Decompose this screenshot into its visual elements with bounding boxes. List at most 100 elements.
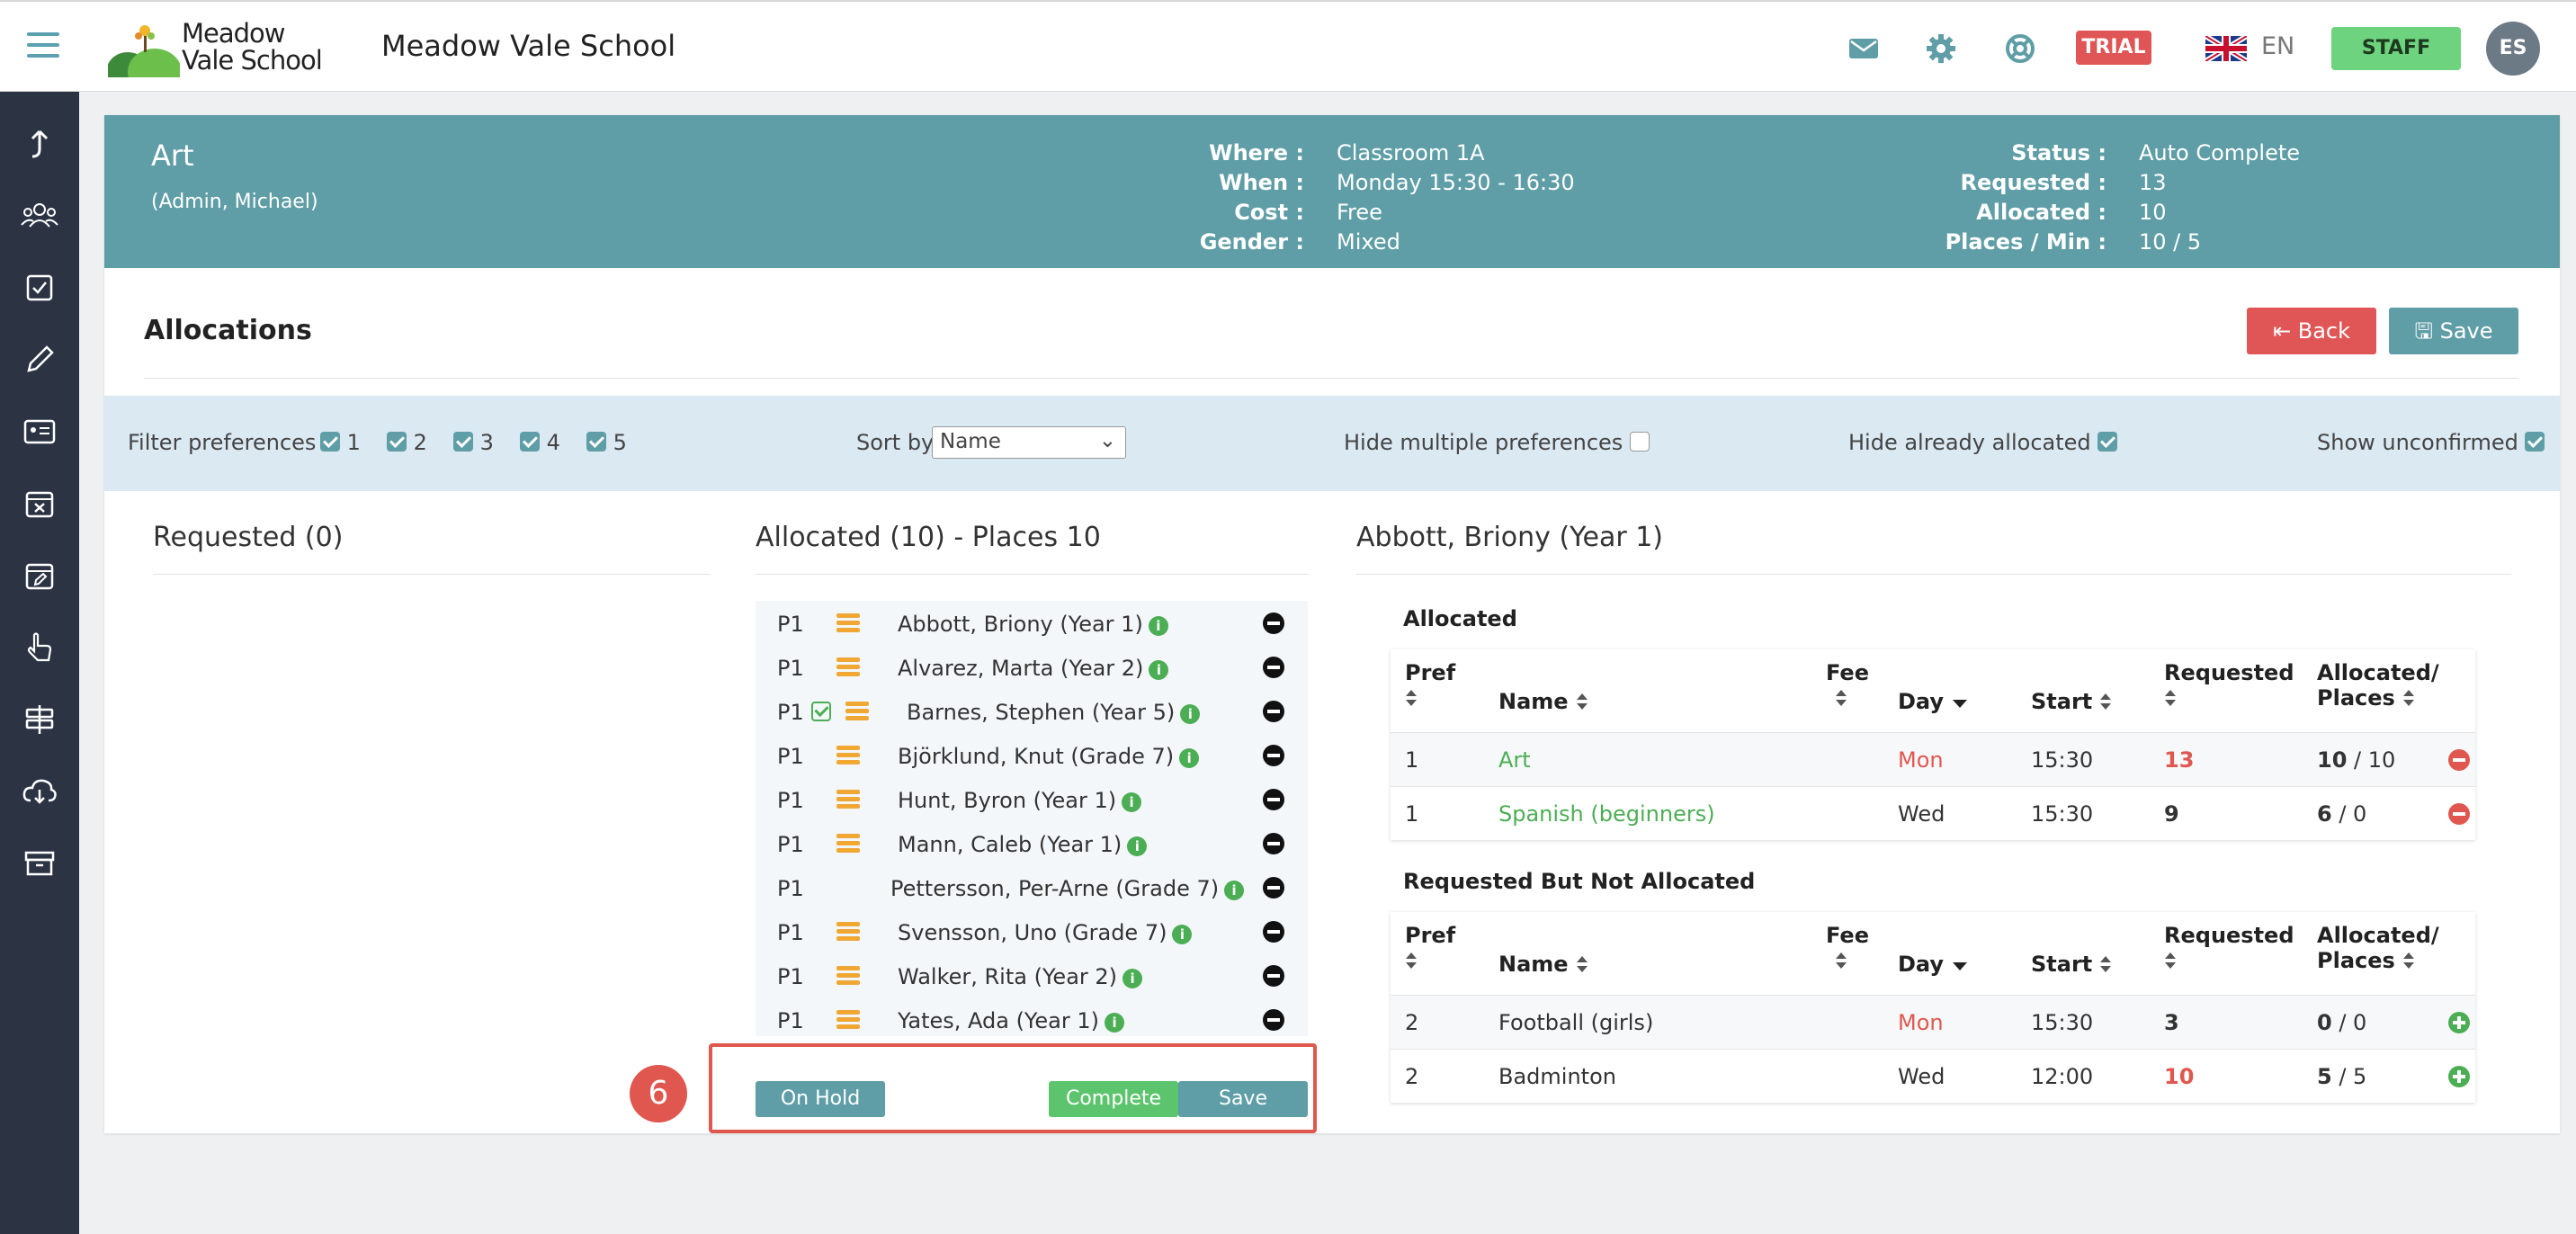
remove-icon[interactable] xyxy=(1263,657,1284,678)
filter-pref-2[interactable]: 2 xyxy=(387,430,427,455)
avatar[interactable]: ES xyxy=(2486,22,2540,76)
sort-down-icon[interactable] xyxy=(1953,961,1968,970)
col-requested[interactable]: Requested xyxy=(2164,923,2294,973)
stack-icon[interactable] xyxy=(836,834,860,854)
info-icon[interactable]: i xyxy=(1149,660,1169,680)
filter-pref-1[interactable]: 1 xyxy=(320,430,361,455)
cell-name-link[interactable]: Spanish (beginners) xyxy=(1498,801,1715,827)
on-hold-button[interactable]: On Hold xyxy=(756,1081,885,1117)
complete-button[interactable]: Complete xyxy=(1049,1081,1178,1117)
stack-icon[interactable] xyxy=(836,966,860,986)
info-icon[interactable]: i xyxy=(1172,925,1193,944)
col-start[interactable]: Start xyxy=(2031,952,2112,977)
checkbox-unchecked-icon[interactable] xyxy=(1629,432,1650,452)
sidebar-calendar-edit-icon[interactable] xyxy=(20,556,59,595)
sort-icon[interactable] xyxy=(1405,690,1418,708)
checkbox-checked-icon[interactable] xyxy=(453,432,473,452)
remove-circle-icon[interactable] xyxy=(2448,749,2470,771)
col-day[interactable]: Day xyxy=(1898,952,1968,977)
table-row[interactable]: 1 Art Mon 15:30 13 10 / 10 xyxy=(1391,732,2475,786)
col-name[interactable]: Name xyxy=(1498,952,1588,977)
remove-icon[interactable] xyxy=(1263,877,1284,899)
col-fee[interactable]: Fee xyxy=(1826,923,1869,973)
sidebar-signpost-icon[interactable] xyxy=(20,700,59,739)
show-unconfirmed[interactable]: Show unconfirmed xyxy=(2317,430,2545,455)
checkbox-checked-icon[interactable] xyxy=(2097,432,2118,452)
sort-icon[interactable] xyxy=(1576,693,1588,711)
list-item[interactable]: P1 Hunt, Byron (Year 1) i xyxy=(756,777,1308,821)
save-top-button[interactable]: 🖫 Save xyxy=(2389,308,2518,354)
stack-icon[interactable] xyxy=(845,702,869,721)
info-icon[interactable]: i xyxy=(1224,881,1245,900)
sidebar-calendar-cancel-icon[interactable] xyxy=(20,484,59,523)
list-item[interactable]: P1 Abbott, Briony (Year 1) i xyxy=(756,601,1308,645)
sort-icon[interactable] xyxy=(1405,952,1418,970)
sort-icon[interactable] xyxy=(2099,956,2112,974)
filter-pref-4[interactable]: 4 xyxy=(520,430,560,455)
sort-icon[interactable] xyxy=(2402,952,2415,970)
school-logo[interactable]: Meadow Vale School xyxy=(106,18,324,95)
col-start[interactable]: Start xyxy=(2031,689,2112,714)
add-circle-icon[interactable] xyxy=(2448,1066,2470,1087)
remove-icon[interactable] xyxy=(1263,701,1284,722)
info-icon[interactable]: i xyxy=(1180,704,1201,724)
menu-icon[interactable] xyxy=(27,32,59,58)
stack-icon[interactable] xyxy=(836,922,860,942)
mail-icon[interactable] xyxy=(1847,32,1880,65)
sort-icon[interactable] xyxy=(1835,690,1847,708)
sidebar-hand-pointer-icon[interactable] xyxy=(20,628,59,667)
col-requested[interactable]: Requested xyxy=(2164,660,2294,711)
remove-icon[interactable] xyxy=(1263,833,1284,854)
info-icon[interactable]: i xyxy=(1148,616,1168,636)
list-item[interactable]: P1 Yates, Ada (Year 1) i xyxy=(756,997,1308,1042)
hide-multiple-preferences[interactable]: Hide multiple preferences xyxy=(1344,430,1650,455)
stack-icon[interactable] xyxy=(836,613,860,633)
filter-pref-5[interactable]: 5 xyxy=(586,430,627,455)
trial-badge[interactable]: TRIAL xyxy=(2076,31,2151,65)
sidebar-share-icon[interactable] xyxy=(20,124,59,164)
remove-icon[interactable] xyxy=(1263,921,1284,943)
stack-icon[interactable] xyxy=(836,746,860,765)
stack-icon[interactable] xyxy=(836,790,860,809)
col-pref[interactable]: Pref xyxy=(1405,660,1455,711)
checkbox-checked-icon[interactable] xyxy=(2525,432,2545,452)
col-allocated-places[interactable]: Allocated/Places xyxy=(2317,660,2439,711)
sidebar-checklist-icon[interactable] xyxy=(20,268,59,308)
list-item[interactable]: P1 Alvarez, Marta (Year 2) i xyxy=(756,645,1308,689)
col-day[interactable]: Day xyxy=(1898,689,1968,714)
filter-pref-3[interactable]: 3 xyxy=(453,430,494,455)
table-row[interactable]: 2 Badminton Wed 12:00 10 5 / 5 xyxy=(1391,1049,2475,1103)
help-lifebuoy-icon[interactable] xyxy=(2004,32,2036,65)
hide-already-allocated[interactable]: Hide already allocated xyxy=(1848,430,2118,455)
sidebar-archive-icon[interactable] xyxy=(20,844,59,883)
language-selector[interactable]: EN xyxy=(2261,32,2295,60)
sidebar-users-icon[interactable] xyxy=(20,196,59,236)
info-icon[interactable]: i xyxy=(1105,1013,1125,1033)
sort-down-icon[interactable] xyxy=(1953,698,1968,708)
sidebar-id-card-icon[interactable] xyxy=(20,412,59,452)
list-item[interactable]: P1 Pettersson, Per-Arne (Grade 7) i xyxy=(756,865,1308,909)
checkbox-checked-icon[interactable] xyxy=(520,432,540,452)
checkbox-checked-icon[interactable] xyxy=(320,432,340,452)
cell-name-link[interactable]: Art xyxy=(1498,747,1531,773)
col-fee[interactable]: Fee xyxy=(1826,660,1869,711)
sort-by-select[interactable]: Name ⌄ xyxy=(932,426,1126,459)
remove-icon[interactable] xyxy=(1263,965,1284,987)
info-icon[interactable]: i xyxy=(1122,792,1142,812)
list-item[interactable]: P1 Björklund, Knut (Grade 7) i xyxy=(756,733,1308,777)
col-name[interactable]: Name xyxy=(1498,689,1588,714)
sort-icon[interactable] xyxy=(2164,952,2177,970)
list-item[interactable]: P1 Walker, Rita (Year 2) i xyxy=(756,953,1308,997)
sort-icon[interactable] xyxy=(2099,693,2112,711)
remove-icon[interactable] xyxy=(1263,613,1284,634)
gear-icon[interactable] xyxy=(1925,32,1957,65)
checkbox-checked-icon[interactable] xyxy=(387,432,407,452)
list-item[interactable]: P1 Svensson, Uno (Grade 7) i xyxy=(756,909,1308,953)
info-icon[interactable]: i xyxy=(1179,748,1200,768)
info-icon[interactable]: i xyxy=(1127,836,1148,856)
table-row[interactable]: 1 Spanish (beginners) Wed 15:30 9 6 / 0 xyxy=(1391,786,2475,840)
sidebar-pencil-icon[interactable] xyxy=(20,340,59,380)
back-button[interactable]: ⇤ Back xyxy=(2247,308,2376,354)
save-button[interactable]: Save xyxy=(1178,1081,1308,1117)
checkbox-checked-icon[interactable] xyxy=(586,432,606,452)
